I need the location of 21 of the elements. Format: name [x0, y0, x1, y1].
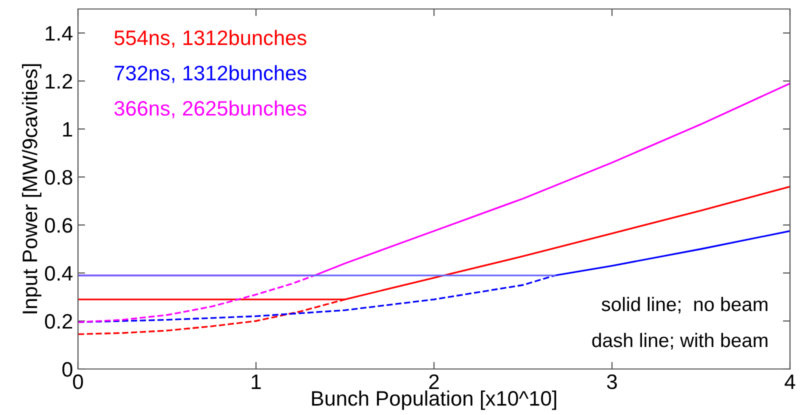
y-tick-label: 0.2 [44, 314, 72, 329]
line-series [78, 274, 316, 324]
x-tick-label: 3 [607, 374, 617, 390]
annotation: solid line; no beam [602, 296, 768, 314]
annotation: dash line; with beam [592, 332, 768, 350]
x-tick-label: 4 [784, 374, 796, 389]
y-tick-label: 0.8 [44, 170, 72, 185]
y-tick-label: 1.2 [46, 74, 72, 89]
text: 554ns, 1312bunches [114, 30, 306, 48]
y-tick-label: 0.4 [44, 266, 73, 281]
y-tick-label: 1 [63, 122, 72, 137]
x-tick-label: 0 [73, 374, 83, 390]
text: 366ns, 2625bunches [114, 100, 306, 118]
y-tick-label: 1.4 [46, 26, 73, 41]
y-tick-label: 0 [62, 362, 72, 377]
x-tick-label: 2 [429, 374, 439, 389]
x-axis-title: Bunch Population [x10^10] [312, 390, 556, 410]
text: 732ns, 1312bunches [114, 65, 306, 83]
y-axis-title: Input Power [MW/9cavities] [22, 64, 42, 314]
y-tick-label: 0.6 [44, 218, 72, 233]
x-tick-label: 1 [252, 374, 261, 389]
